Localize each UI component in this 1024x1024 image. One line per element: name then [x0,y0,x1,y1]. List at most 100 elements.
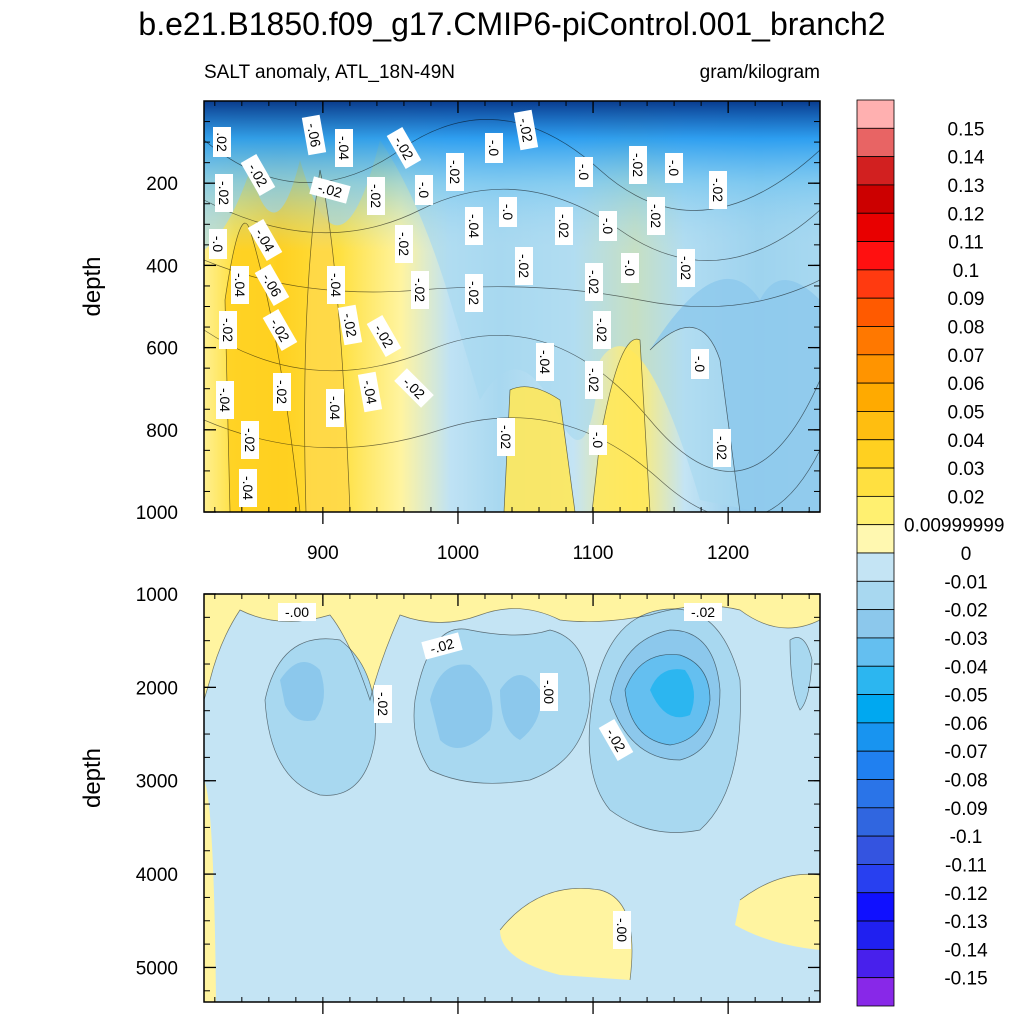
x-tick-label: 1000 [437,543,479,564]
colorbar-box [856,495,895,526]
contour-label-bg [585,263,603,301]
contour-label-text: -.04 [328,273,344,297]
contour-label-text: -.02 [710,178,726,202]
contour-label: -.02 [241,421,259,459]
colorbar-box [856,637,895,667]
colorbar-label: -0.04 [944,657,988,678]
contour-label-text: -.02 [594,318,610,342]
contour-label-text: -.04 [336,136,352,160]
colorbar-label: -0.14 [944,940,988,961]
colorbar-box [856,411,895,441]
colorbar-box [856,977,895,1007]
chart-title: b.e21.B1850.f09_g17.CMIP6-piControl.001_… [138,6,886,42]
contour-label-bg [367,177,385,215]
contour-label-bg [499,197,517,227]
contour-label: -.02 [374,685,392,723]
contour-label-bg [540,673,558,711]
contour-label-bg [247,219,283,261]
contour-label-bg [262,309,298,351]
contour-label-text: -.04 [466,214,482,238]
contour-label-bg [446,153,464,191]
contour-labels: .02 -.02 -.0 -.04 -.02 -.04 -.02 -.04 -.02 -.04 -.… [209,109,731,949]
contour-label: -.0 [485,133,503,163]
contour-label-text: -.02 [220,318,236,342]
contour-label-bg [709,171,727,209]
colorbar-label: -0.09 [944,799,987,820]
colorbar-box [856,750,895,780]
contour-label-bg [309,176,351,204]
contour-label: -.02 [309,176,351,204]
contour-label: -.00 [613,911,631,949]
contour-label-text: -.02 [316,179,344,201]
y-tick-label: 2000 [136,678,178,699]
colorbar-label: 0 [961,544,972,565]
y-tick-label: 200 [146,174,178,195]
contour-label-bg [575,157,593,187]
contour-label: -.02 [629,146,647,184]
contour-label: -.02 [465,274,483,312]
colorbar: 0.15 0.14 0.13 0.12 0.11 0.1 0.09 0.08 0.07 0.06 0… [856,99,1004,1007]
contour-label-text: -.06 [304,122,324,149]
contour-label-text: -.04 [232,273,248,297]
contour-label: -.0 [599,211,617,241]
contour-label-text: -.02 [428,635,456,657]
contour-label-bg [374,685,392,723]
contour-label-text: -.02 [678,256,694,280]
y-tick-label: 800 [146,421,178,442]
contour-label: -.02 [684,603,722,621]
contour-label-bg [219,311,237,349]
contour-label-bg [515,247,533,285]
contour-label-bg [593,311,611,349]
contour-label-bg [337,304,363,346]
colorbar-label: -0.02 [944,601,987,622]
contour-label-text: -.02 [556,214,572,238]
x-tick-label: 1200 [707,543,749,564]
contour-label: -.04 [239,469,257,507]
contour-label: -.06 [301,114,327,156]
contour-label-text: -.0 [210,236,226,253]
contour-label-bg [411,271,429,309]
contour-label: -.02 [515,247,533,285]
contour-label-bg [231,266,249,304]
contour-label-text: -.02 [630,153,646,177]
colorbar-label: 0.00999999 [904,516,1004,537]
contour-label-text: -.02 [586,368,602,392]
colorbar-box [856,382,895,412]
contour-label: -.02 [513,109,539,151]
colorbar-box [856,354,895,384]
contour-label-bg [465,274,483,312]
axis-ticks: 200 400 600 800 1000 depth 1000 2000 3000 4000 500… [79,100,820,1014]
contour-label: -.0 [665,153,683,183]
colorbar-label: 0.11 [948,233,984,254]
chart-subtitle-variable: SALT anomaly, ATL_18N-49N [204,62,455,83]
contour-label-text: -.02 [274,380,290,404]
contour-label-text: -.0 [600,218,616,235]
contour-label-text: -.04 [217,388,233,412]
colorbar-label: 0.05 [948,402,985,423]
contour-label-bg [497,418,515,456]
contour-label-bg [215,174,233,212]
colorbar-box [856,439,895,469]
contour-label: -.02 [337,304,363,346]
x-tick-label: 1100 [573,543,614,564]
upper-panel-field [204,101,820,512]
contour-label-bg [513,109,539,151]
contour-label-text: -.02 [648,204,664,228]
contour-label: -.02 [273,373,291,411]
contour-label: -.02 [709,171,727,209]
colorbar-box [856,948,895,979]
colorbar-label: -0.07 [944,742,987,763]
contour-label-text: -.02 [691,604,715,620]
contour-label-text: -.00 [285,604,309,620]
contour-label: -.0 [209,229,227,259]
contour-label-text: -.0 [486,140,502,157]
contour-label: -.02 [240,154,276,196]
lower-panel-field [204,594,820,1002]
contour-label-bg [386,127,422,169]
colorbar-box [856,609,895,639]
contour-label-bg [357,371,383,413]
colorbar-box [856,212,895,242]
y-tick-label: 5000 [136,958,178,979]
contour-label-text: -.00 [614,918,630,942]
